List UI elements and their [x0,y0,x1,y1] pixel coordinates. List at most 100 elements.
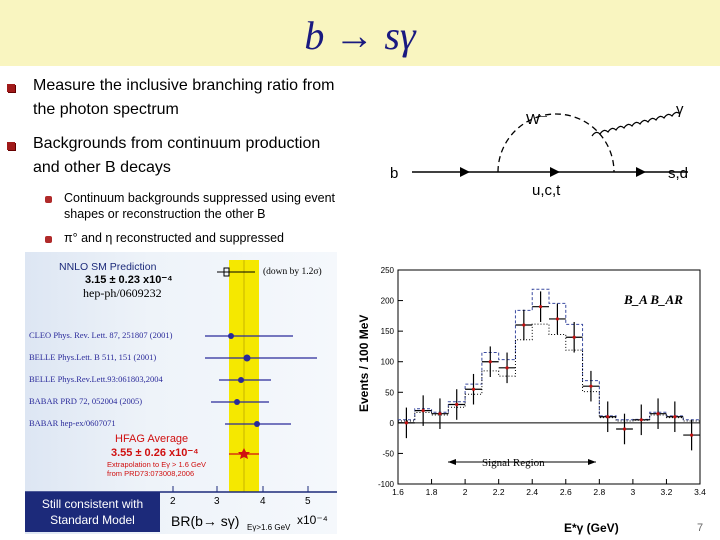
data-marker [589,384,593,388]
subbullet-1-line2: shapes or reconstruction the other B [64,207,266,221]
y-tick-label: 250 [381,266,395,275]
data-marker [455,402,459,407]
data-marker [606,415,610,419]
x-tick-label: 2.2 [493,487,505,497]
experiment-label: BELLE Phys.Lett. B 511, 151 (2001) [29,352,156,362]
experiment-label: BELLE Phys.Rev.Lett.93:061803,2004 [29,374,164,384]
y-tick-label: 200 [381,297,395,306]
model-curve-low [398,323,700,422]
sd-label: s,d [668,165,688,182]
x-tick-label: 5 [305,496,311,507]
hfag-star-icon [238,448,250,459]
hfag-value: 3.55 ± 0.26 x10⁻⁴ [111,447,199,459]
spectrum-svg: Events / 100 MeV E*γ (GeV) B_A B_AR Sign… [357,266,706,535]
data-marker [622,427,627,431]
experiment-label: BABAR PRD 72, 052004 (2005) [29,396,142,406]
model-curve-high [398,288,700,421]
x-tick-label: 1.6 [392,487,404,497]
data-marker [690,433,694,437]
data-marker [555,317,559,321]
data-marker [404,421,408,425]
bullet-mark [7,84,15,92]
x-tick-label: 3 [631,487,636,497]
consistency-badge: Still consistent with Standard Model [25,492,160,532]
experiment-row: BABAR hep-ex/0607071 [29,418,291,428]
b-label: b [390,165,398,182]
x-tick-label: 2 [170,496,176,507]
y-tick-label: 100 [381,358,395,367]
signal-region-label: Signal Region [482,457,545,469]
subbullet-1-line1: Continuum backgrounds suppressed using e… [64,191,336,205]
data-point [228,333,234,339]
hfag-note-1: Extrapolation to Eγ > 1.6 GeV [107,460,206,469]
x-axis-label: BR(b→ sγ) [171,513,239,529]
slide-title: b → sγ [304,13,416,58]
data-marker [505,366,509,370]
x-tick-label: 2 [463,487,468,497]
bullet-2: Backgrounds from continuum production an… [33,132,320,180]
hfag-title: HFAG Average [115,433,188,445]
title-band [0,0,720,66]
w-label: W⁻ [526,111,548,128]
experiment-label: BABAR hep-ex/0607071 [29,418,116,428]
data-marker [539,305,543,309]
consistency-line-1: Still consistent with [41,497,144,511]
subbullet-2: π° and η reconstructed and suppressed [64,230,284,246]
arrow-icon [636,167,646,177]
bullet-2-line1: Backgrounds from continuum production [33,135,321,152]
arrow-left-icon [448,459,456,465]
subbullet-2-line1: π° and η reconstructed and suppressed [64,231,285,245]
gamma-label: γ [676,101,684,118]
x-axis-label: E*γ (GeV) [564,521,619,535]
subbullet-1: Continuum backgrounds suppressed using e… [64,190,335,222]
x-tick-label: 3 [214,496,220,507]
experiment-row: BELLE Phys.Rev.Lett.93:061803,2004 [29,374,271,384]
consistency-line-2: Standard Model [50,513,135,527]
bullet-1-line1: Measure the inclusive branching ratio fr… [33,77,335,94]
arrow-icon [550,167,560,177]
photon-spectrum-plot: Events / 100 MeV E*γ (GeV) B_A B_AR Sign… [352,262,706,536]
x-tick-label: 2.8 [593,487,605,497]
data-marker [673,415,677,419]
subbullet-mark [45,236,52,243]
x-tick-label: 2.4 [526,487,538,497]
x-axis-exponent: x10⁻⁴ [297,513,328,527]
uct-label: u,c,t [532,182,561,199]
arrow-right-icon [588,459,596,465]
data-point [234,399,240,405]
y-tick-label: 150 [381,327,395,336]
data-marker [471,387,476,391]
down-label: (down by 1.2σ) [263,266,322,277]
arrow-icon [460,167,470,177]
nnlo-ref: hep-ph/0609232 [83,286,162,300]
experiment-label: CLEO Phys. Rev. Lett. 87, 251807 (2001) [29,330,173,340]
data-marker [488,360,492,364]
data-marker [522,323,526,327]
y-axis-label: Events / 100 MeV [357,315,371,412]
x-axis-sub-label: Eγ>1.6 GeV [247,523,291,532]
plot-frame [397,269,701,485]
x-tick-label: 4 [260,496,266,507]
nnlo-marker [223,267,230,277]
y-tick-label: -50 [382,449,394,458]
w-boson-line [497,113,615,173]
data-point [243,354,251,362]
bullet-2-line2: and other B decays [33,159,171,176]
x-tick-label: 1.8 [426,487,438,497]
legend-text: B_A B_AR [623,292,683,307]
experiment-row: BABAR PRD 72, 052004 (2005) [29,396,269,406]
page-number: 7 [697,522,704,534]
hfag-note-2: from PRD73:073008,2006 [107,469,194,478]
x-tick-label: 3.4 [694,487,706,497]
bullet-1-line2: the photon spectrum [33,101,179,118]
x-tick-label: 2.6 [560,487,572,497]
experiment-row: CLEO Phys. Rev. Lett. 87, 251807 (2001) [29,330,293,340]
y-tick-label: -100 [378,480,395,489]
data-point [238,377,244,383]
nnlo-title: NNLO SM Prediction [59,261,157,273]
y-tick-label: 50 [385,388,394,397]
data-marker [656,412,660,416]
bullet-mark [7,142,15,150]
feynman-diagram: W⁻ γ b u,c,t s,d [390,101,688,199]
nnlo-value: 3.15 ± 0.23 x10⁻⁴ [85,274,173,286]
